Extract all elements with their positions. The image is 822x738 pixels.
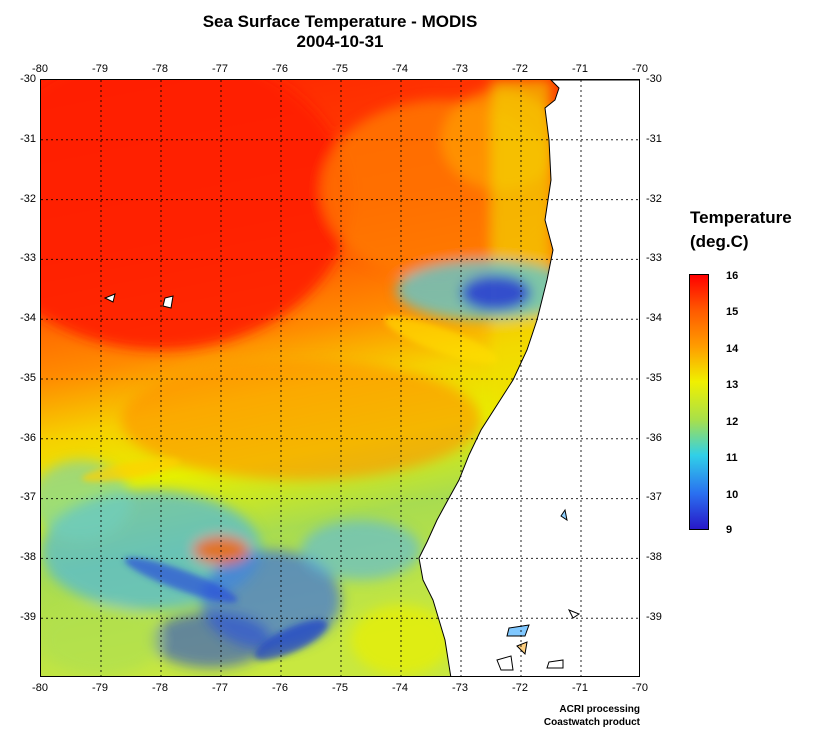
lat-tick-left: -35 [20,372,36,384]
color-scale-label: 15 [726,306,739,318]
lon-tick-top: -72 [512,63,528,75]
sst-map [40,79,640,677]
legend-title-line1: Temperature [690,208,792,227]
lat-tick-left: -37 [20,491,36,503]
lon-tick-top: -71 [572,63,588,75]
lon-tick-top: -79 [92,63,108,75]
lat-tick-right: -33 [646,252,662,264]
lat-tick-left: -30 [20,73,36,85]
lon-tick-bottom: -79 [92,682,108,694]
lat-tick-right: -32 [646,193,662,205]
credit-processing: ACRI processing [559,704,640,715]
color-scale-label: 14 [726,343,739,355]
islands [103,293,581,671]
lat-tick-left: -34 [20,312,36,324]
lat-tick-right: -30 [646,73,662,85]
lat-tick-right: -31 [646,133,662,145]
lon-tick-top: -73 [452,63,468,75]
color-scale-label: 10 [726,489,739,501]
color-scale-label: 12 [726,416,739,428]
legend-title: Temperature (deg.C) [690,206,792,254]
color-scale-label: 16 [726,270,739,282]
lat-tick-right: -39 [646,611,662,623]
lon-tick-top: -74 [392,63,408,75]
graticule [41,80,639,676]
lon-tick-bottom: -77 [212,682,228,694]
lat-tick-right: -37 [646,491,662,503]
lat-tick-right: -36 [646,432,662,444]
lat-tick-left: -31 [20,133,36,145]
color-scale-label: 13 [726,379,739,391]
lon-tick-top: -76 [272,63,288,75]
lon-tick-bottom: -76 [272,682,288,694]
lat-tick-left: -36 [20,432,36,444]
map-date: 2004-10-31 [296,32,384,51]
lon-tick-bottom: -78 [152,682,168,694]
lat-tick-right: -35 [646,372,662,384]
lon-tick-bottom: -74 [392,682,408,694]
color-scale-label: 9 [726,524,733,536]
lat-tick-left: -33 [20,252,36,264]
lat-tick-left: -32 [20,193,36,205]
lat-tick-right: -34 [646,312,662,324]
legend-title-line2: (deg.C) [690,232,749,251]
lon-tick-bottom: -80 [32,682,48,694]
lon-tick-top: -75 [332,63,348,75]
lon-tick-bottom: -73 [452,682,468,694]
lon-tick-top: -78 [152,63,168,75]
land-mass [418,80,639,676]
lon-tick-top: -77 [212,63,228,75]
lat-tick-left: -39 [20,611,36,623]
lon-tick-bottom: -72 [512,682,528,694]
lon-tick-bottom: -70 [632,682,648,694]
lon-tick-top: -80 [32,63,48,75]
sst-map-canvas [41,80,639,676]
color-scale-bar [689,274,709,530]
lat-tick-right: -38 [646,551,662,563]
map-title: Sea Surface Temperature - MODIS [202,12,478,31]
lat-tick-left: -38 [20,551,36,563]
lon-tick-bottom: -71 [572,682,588,694]
credit-product: Coastwatch product [543,717,640,728]
lon-tick-top: -70 [632,63,648,75]
lon-tick-bottom: -75 [332,682,348,694]
color-scale-label: 11 [726,452,738,464]
